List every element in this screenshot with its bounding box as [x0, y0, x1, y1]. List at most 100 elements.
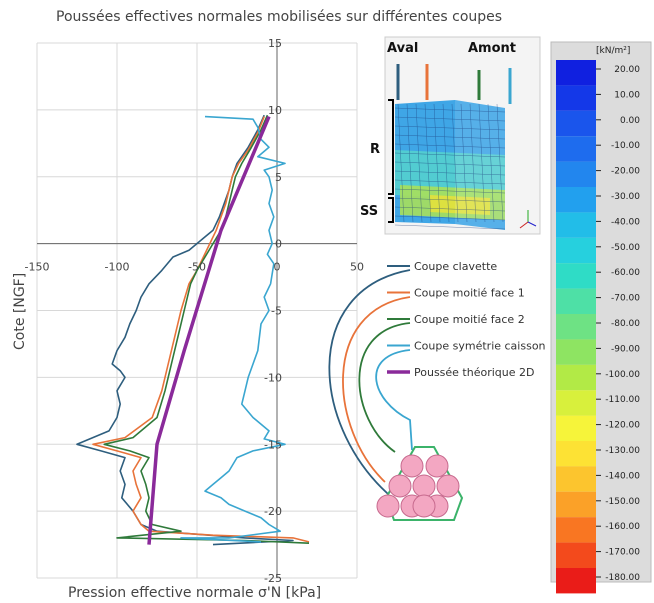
connector-clavette	[328, 269, 411, 501]
connector-face2	[358, 322, 411, 453]
colorbar-swatch	[556, 314, 596, 340]
colorbar-tick-label: -100.00	[605, 370, 640, 380]
mesh-line	[394, 170, 506, 176]
y-tick-label: -10	[264, 371, 282, 384]
colorbar-swatch	[556, 136, 596, 162]
model-mesh	[394, 100, 506, 230]
mesh-line	[394, 179, 506, 185]
series-line-2	[92, 116, 310, 543]
mesh-line	[469, 103, 477, 223]
colorbar-swatch	[556, 237, 596, 264]
colorbar-tick-label: -160.00	[605, 522, 640, 532]
y-axis-label: Cote [NGF]	[12, 273, 28, 350]
colorbar-swatch	[556, 60, 596, 86]
series-line-5	[147, 115, 271, 545]
x-tick-label: -100	[105, 261, 130, 274]
colorbar-swatch	[556, 466, 596, 492]
y-tick-label: -20	[264, 505, 282, 518]
colorbar-tick-label: -50.00	[611, 243, 640, 253]
x-tick-label: -50	[188, 261, 206, 274]
mesh-line	[394, 134, 506, 140]
colorbar-tick-label: -140.00	[605, 471, 640, 481]
legend-label: Coupe moitié face 2	[414, 313, 525, 326]
series-line-1	[76, 114, 294, 546]
legend-label: Coupe symétrie caisson	[414, 340, 546, 353]
label-aval: Aval	[387, 41, 418, 56]
colorbar-swatch	[556, 212, 596, 238]
mesh-line	[478, 103, 486, 223]
colorbar-swatch	[556, 187, 596, 213]
colorbar-tick-label: -60.00	[611, 268, 640, 278]
y-tick-label: 5	[275, 171, 282, 184]
y-tick-label: -15	[264, 438, 282, 451]
colorbar-swatch	[556, 161, 596, 187]
mesh-line	[496, 103, 504, 223]
colorbar-tick-label: 20.00	[614, 65, 640, 75]
colorbar-tick-label: -130.00	[605, 446, 640, 456]
colorbar-unit: [kN/m²]	[596, 46, 630, 56]
mesh-line	[487, 103, 495, 223]
series-line-4	[180, 115, 286, 543]
mesh-line	[394, 107, 506, 113]
mesh-line	[394, 152, 506, 158]
model-inset: Aval Amont R SS	[360, 36, 541, 235]
mesh-line	[394, 161, 506, 167]
colorbar-swatch	[556, 415, 596, 441]
mesh-line	[394, 206, 506, 212]
strand-bundle-icon	[376, 446, 464, 521]
colorbar-tick-label: -80.00	[611, 319, 640, 329]
legend-connectors	[328, 269, 413, 501]
label-ss: SS	[360, 204, 378, 219]
colorbar-tick-label: 0.00	[620, 116, 640, 126]
colorbar-swatch	[556, 110, 596, 137]
colorbar-swatches: 20.00 10.00 0.00 -10.00 -20.00 -30.00 -40.00 -5…	[556, 60, 640, 594]
colorbar-tick-label: -70.00	[611, 294, 640, 304]
mesh-line	[394, 197, 506, 203]
x-tick-label: 50	[350, 261, 364, 274]
chart-title: Poussées effectives normales mobilisées …	[56, 9, 502, 25]
legend-label: Coupe clavette	[414, 260, 497, 273]
x-axis-label: Pression effective normale σ'N [kPa]	[68, 585, 321, 601]
mesh-line	[433, 103, 441, 223]
mesh-line	[451, 103, 459, 223]
label-amont: Amont	[468, 41, 516, 56]
colorbar-tick-label: -40.00	[611, 217, 640, 227]
colorbar-tick-label: -90.00	[611, 344, 640, 354]
colorbar-swatch	[556, 517, 596, 543]
legend-label: Poussée théorique 2D	[414, 366, 534, 379]
bracket-ss	[388, 197, 394, 223]
colorbar-swatch	[556, 542, 596, 568]
mesh-line	[424, 103, 432, 223]
connector-symetrie	[375, 349, 413, 451]
colorbar-tick-label: -170.00	[605, 548, 640, 558]
colorbar-tick-label: 10.00	[614, 90, 640, 100]
colorbar-tick-label: -20.00	[611, 167, 640, 177]
colorbar-swatch	[556, 288, 596, 314]
mesh-line	[394, 143, 506, 149]
mesh-line	[394, 125, 506, 131]
y-tick-label: 10	[268, 104, 282, 117]
colorbar-tick-label: -180.00	[605, 573, 640, 583]
colorbar-swatch	[556, 491, 596, 518]
colorbar-swatch	[556, 263, 596, 289]
label-r: R	[370, 142, 380, 157]
colorbar-swatch	[556, 364, 596, 391]
x-tick-label: -150	[25, 261, 50, 274]
strand-circle	[412, 474, 436, 498]
y-tick-label: -5	[271, 305, 282, 318]
colorbar-tick-label: -120.00	[605, 421, 640, 431]
strand-circle	[412, 494, 436, 518]
strand-circle	[436, 474, 460, 498]
mesh-line	[460, 103, 468, 223]
bundle-strands	[376, 454, 460, 518]
colorbar-tick-label: -10.00	[611, 141, 640, 151]
legend: Coupe clavette Coupe moitié face 1 Coupe m…	[387, 260, 546, 379]
legend-label: Coupe moitié face 1	[414, 287, 525, 300]
y-tick-label: -25	[264, 572, 282, 585]
x-tick-label: 0	[274, 261, 281, 274]
mesh-line	[397, 103, 405, 223]
colorbar-tick-label: -110.00	[605, 395, 640, 405]
strand-circle	[400, 454, 424, 478]
